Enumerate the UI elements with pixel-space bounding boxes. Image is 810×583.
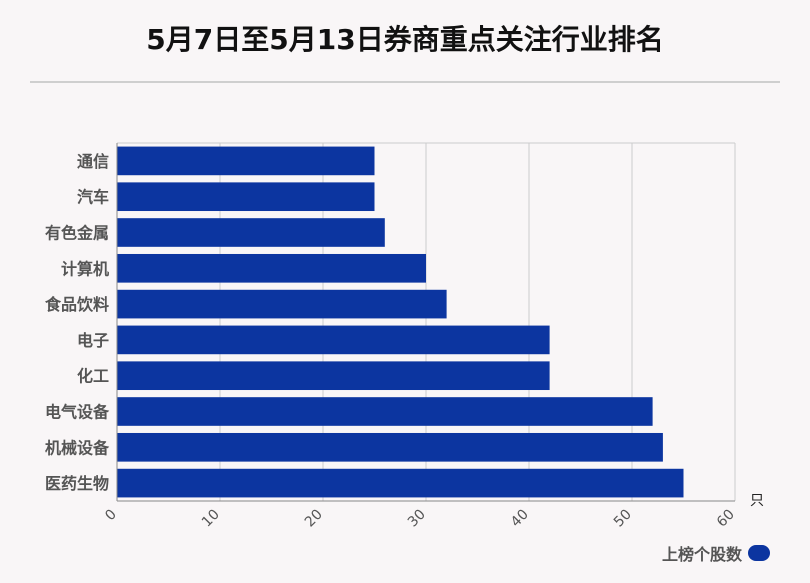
y-category-label: 机械设备	[45, 438, 110, 457]
bar	[117, 289, 447, 319]
bar	[117, 361, 550, 391]
bar	[117, 253, 426, 283]
bar	[117, 218, 385, 247]
bar	[117, 397, 653, 426]
x-tick-label: 50	[611, 507, 635, 531]
bar	[117, 146, 375, 176]
x-tick-label: 60	[714, 507, 738, 531]
x-tick-label: 10	[199, 507, 223, 531]
y-category-label: 食品饮料	[44, 295, 109, 314]
x-tick-label: 0	[102, 507, 120, 525]
legend[interactable]: 上榜个股数	[662, 541, 770, 565]
legend-swatch	[748, 545, 770, 561]
axis-unit-label: 只	[750, 493, 764, 509]
y-category-label: 电气设备	[45, 403, 110, 422]
title-divider	[30, 81, 780, 83]
bar	[117, 468, 684, 498]
bar	[117, 325, 550, 355]
legend-label: 上榜个股数	[661, 545, 742, 564]
y-category-label: 有色金属	[45, 224, 109, 243]
x-tick-label: 40	[508, 507, 532, 531]
y-category-label: 电子	[77, 331, 109, 350]
y-category-label: 汽车	[77, 188, 109, 207]
bar	[117, 432, 663, 462]
y-category-label: 通信	[77, 152, 109, 171]
x-tick-label: 20	[302, 507, 326, 531]
y-category-label: 计算机	[61, 259, 109, 278]
y-category-label: 医药生物	[45, 474, 109, 493]
chart-title: 5月7日至5月13日券商重点关注行业排名	[146, 23, 664, 56]
y-category-label: 化工	[77, 367, 109, 386]
x-tick-label: 30	[405, 507, 429, 531]
bar	[117, 182, 375, 212]
